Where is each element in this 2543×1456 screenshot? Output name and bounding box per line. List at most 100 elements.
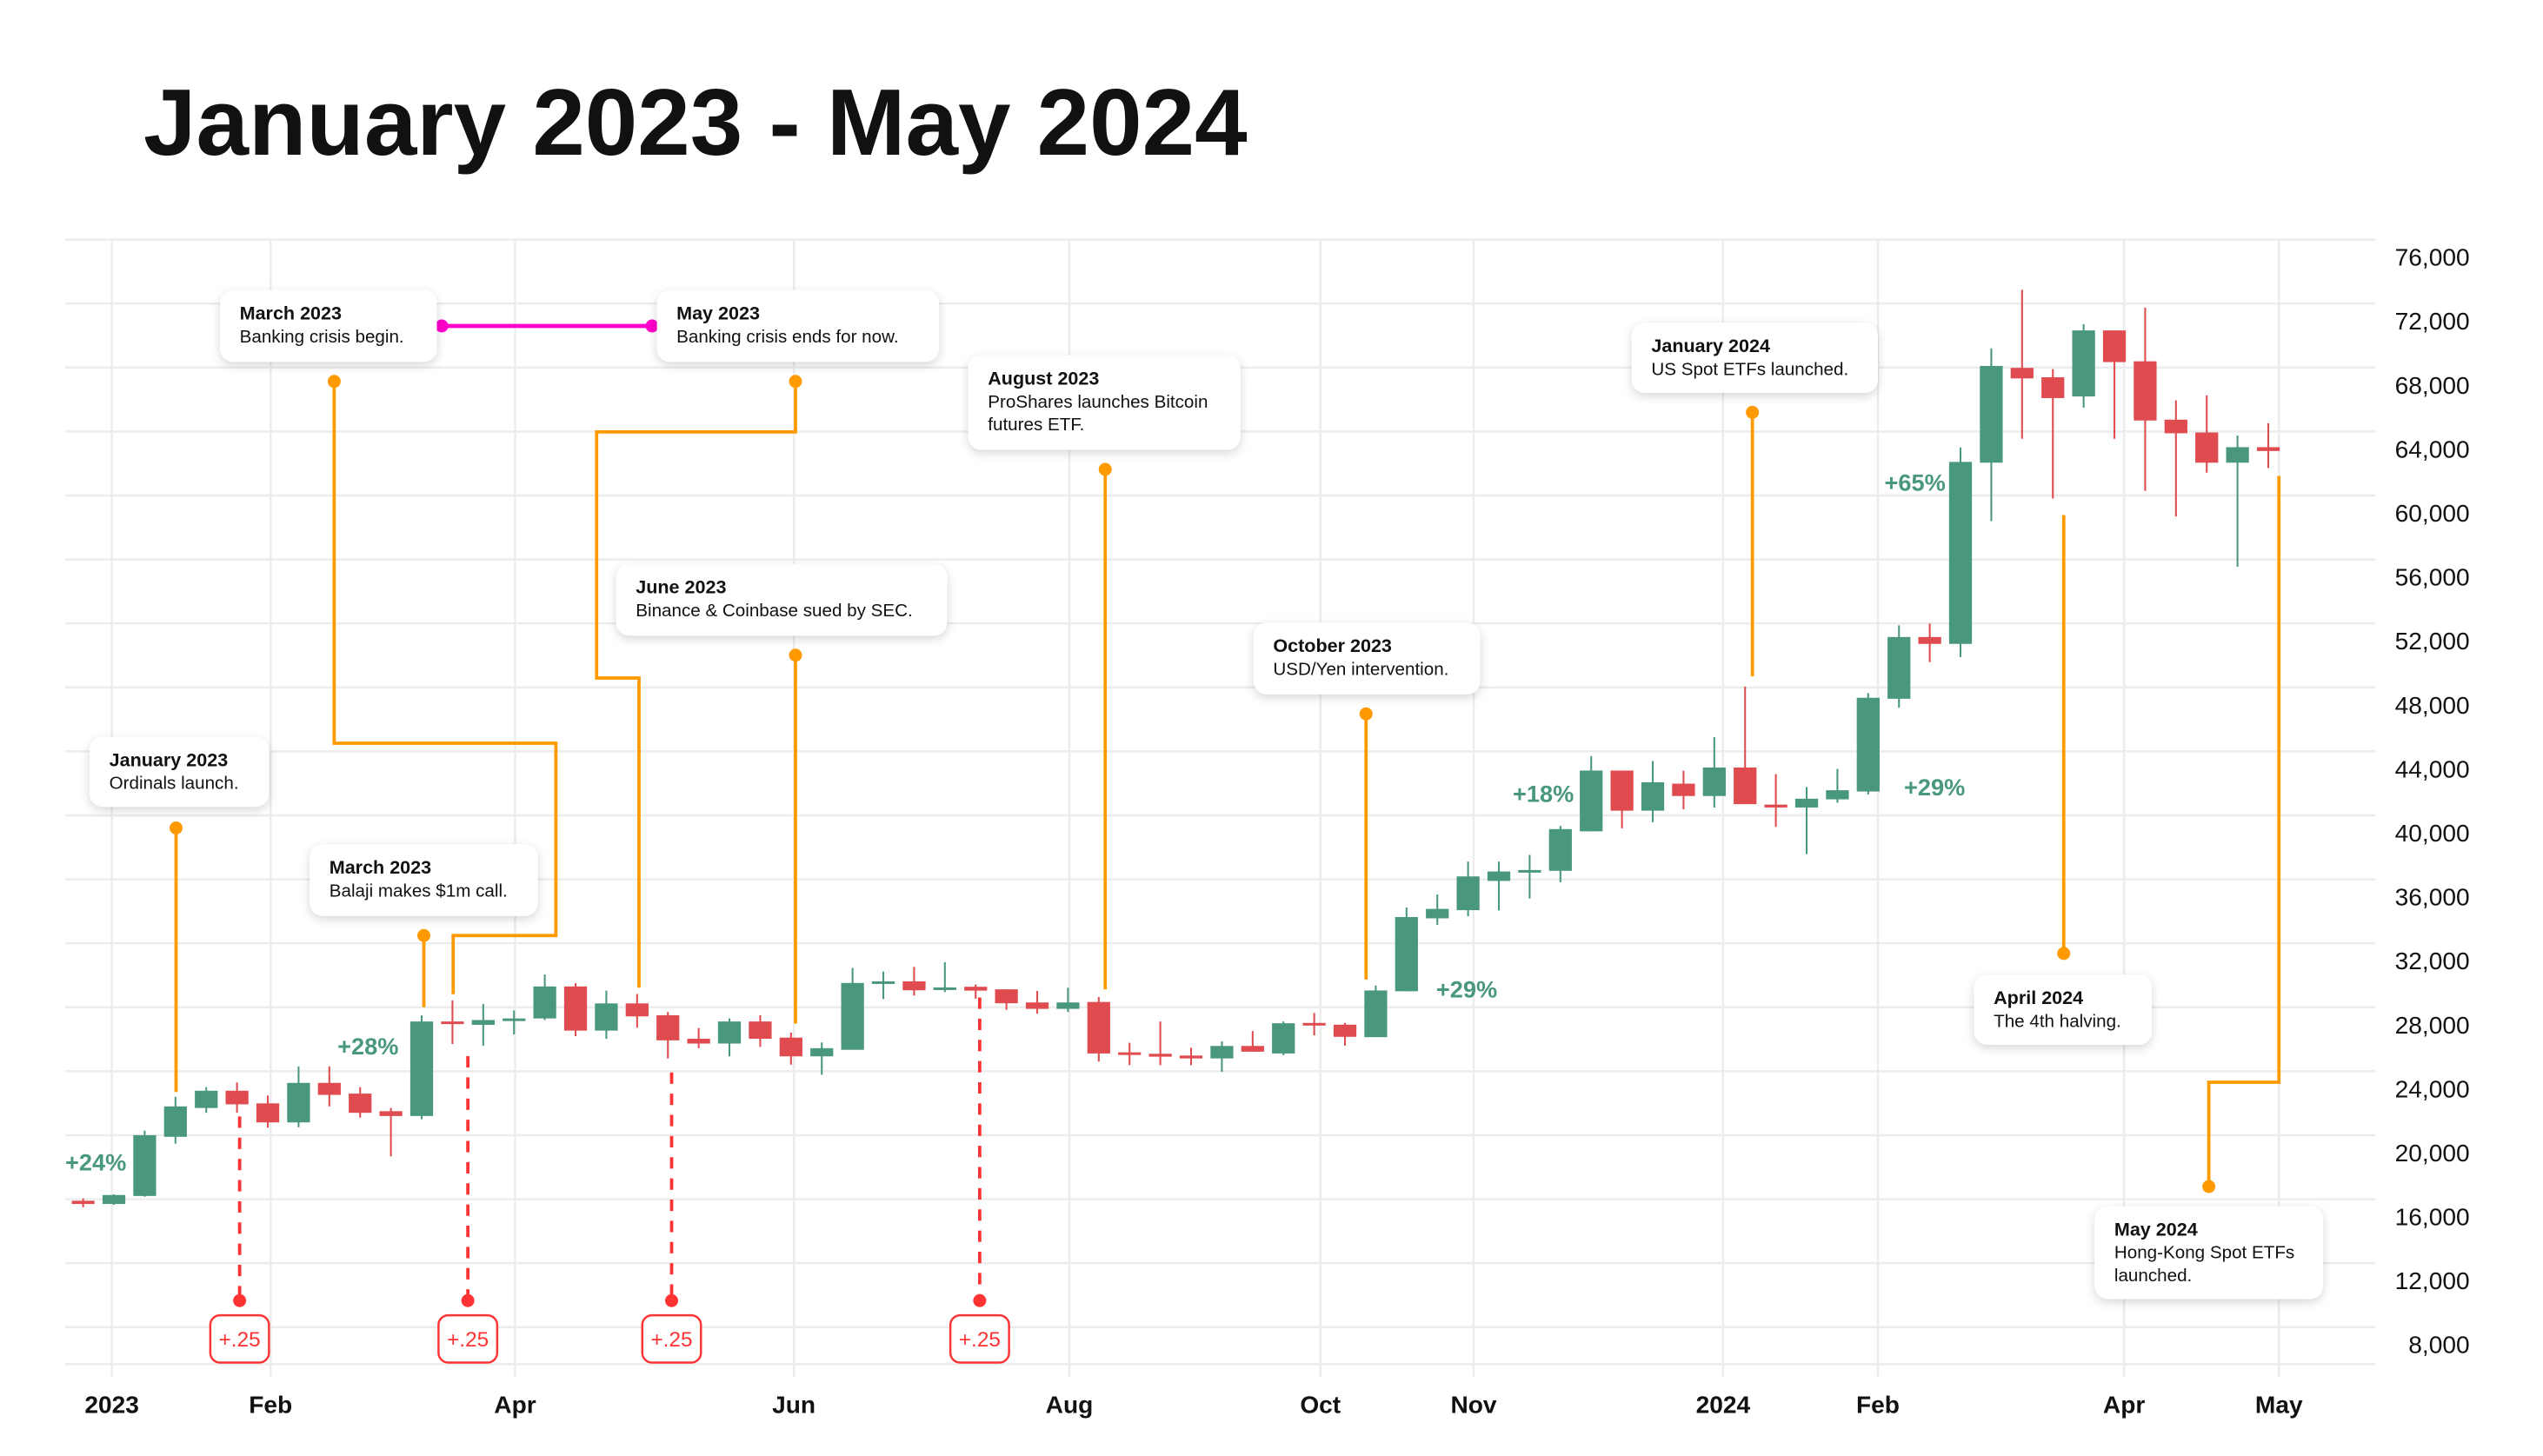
candle-down — [349, 1087, 372, 1118]
candle-body — [1948, 462, 1973, 644]
annotation-title: August 2023 — [988, 368, 1099, 389]
candle-body — [595, 1003, 618, 1031]
candle-down — [964, 984, 988, 1000]
candle-body — [256, 1103, 280, 1123]
percent-change-label: +18% — [1513, 781, 1574, 808]
x-tick-label: 2023 — [84, 1392, 139, 1419]
candle-body — [349, 1094, 372, 1114]
percent-change-label: +28% — [337, 1033, 398, 1060]
y-tick-label: 12,000 — [2395, 1267, 2470, 1294]
candle-body — [2102, 330, 2127, 362]
y-tick-label: 28,000 — [2395, 1012, 2470, 1039]
percent-labels: +24% +28% +18% +29% +65% +29% — [65, 469, 1965, 1175]
candle-down — [2102, 330, 2127, 439]
candle-body — [1179, 1055, 1203, 1059]
annotation-box: January 2024 US Spot ETFs launched. — [1631, 322, 1878, 393]
event-dot — [2202, 1180, 2216, 1193]
candle-up — [1364, 985, 1388, 1038]
annotation-box: June 2023 Binance & Coinbase sued by SEC. — [616, 563, 948, 636]
candle-up — [1487, 861, 1511, 911]
candle-body — [1487, 871, 1511, 881]
candle-body — [563, 986, 588, 1031]
candle-body — [533, 986, 556, 1019]
candle-up — [503, 1010, 526, 1035]
rate-hike-label: +.25 — [219, 1328, 261, 1352]
annotation-text: futures ETF. — [988, 415, 1084, 435]
percent-change-label: +29% — [1904, 774, 1965, 801]
candle-up — [1272, 1021, 1295, 1055]
crisis-end-dot — [645, 319, 659, 333]
event-dot — [170, 821, 183, 835]
candle-body — [1580, 770, 1603, 832]
y-tick-label: 16,000 — [2395, 1204, 2470, 1231]
rate-hike-label: +.25 — [959, 1328, 1001, 1352]
annotation-text: Ordinals launch. — [110, 774, 239, 794]
candle-body — [71, 1200, 95, 1205]
candle-up — [1702, 736, 1726, 808]
candle-up — [533, 974, 556, 1021]
y-tick-label: 44,000 — [2395, 755, 2470, 782]
x-tick-label: Oct — [1300, 1392, 1341, 1419]
candle-body — [2164, 419, 2187, 434]
candle-down — [1918, 623, 1941, 662]
candle-body — [503, 1018, 526, 1021]
candle-down — [995, 989, 1018, 1010]
y-tick-label: 60,000 — [2395, 500, 2470, 527]
y-tick-label: 32,000 — [2395, 947, 2470, 974]
rate-hike-dot — [461, 1293, 475, 1307]
y-tick-label: 40,000 — [2395, 820, 2470, 847]
candle-up — [595, 990, 618, 1039]
candle-down — [1672, 770, 1695, 809]
candle-down — [2164, 400, 2187, 517]
percent-change-label: +65% — [1885, 469, 1946, 495]
candle-down — [625, 994, 649, 1028]
event-dot — [1098, 462, 1112, 476]
candle-body — [1333, 1024, 1357, 1037]
candle-up — [871, 971, 895, 1000]
candle-body — [409, 1021, 434, 1116]
annotation-title: May 2024 — [2114, 1218, 2198, 1240]
candle-down — [1179, 1047, 1203, 1066]
candle-down — [1302, 1013, 1326, 1036]
event-dot — [327, 375, 341, 389]
candle-up — [471, 1004, 495, 1046]
candle-body — [779, 1037, 802, 1057]
y-axis: 76,000 72,000 68,000 64,000 60,000 56,000 52,0… — [2395, 244, 2470, 1359]
rate-hike-dot — [233, 1293, 247, 1307]
candle-body — [1918, 636, 1941, 644]
candle-up — [1980, 348, 2003, 522]
event-connectors — [170, 319, 2281, 1193]
event-dot — [417, 928, 430, 942]
candle-down — [71, 1198, 95, 1207]
candle-up — [1548, 826, 1572, 882]
candle-down — [2010, 289, 2034, 439]
annotation-text: USD/Yen intervention. — [1273, 659, 1448, 679]
candle-body — [471, 1020, 495, 1025]
annotation-background — [968, 355, 1241, 450]
candle-up — [1641, 761, 1665, 822]
x-tick-label: 2024 — [1696, 1392, 1751, 1419]
crisis-start-dot — [435, 319, 449, 333]
candle-down — [902, 967, 926, 996]
candle-body — [1794, 798, 1819, 808]
percent-change-label: +29% — [1436, 976, 1497, 1003]
candle-body — [687, 1038, 710, 1044]
candle-up — [1456, 861, 1480, 917]
candle-body — [195, 1090, 218, 1108]
candle-up — [2226, 435, 2249, 567]
event-dot — [1359, 707, 1373, 721]
candle-body — [1610, 770, 1634, 811]
candle-up — [841, 967, 864, 1050]
candle-body — [1826, 790, 1849, 800]
annotation-background — [656, 289, 939, 362]
x-tick-label: May — [2255, 1392, 2303, 1419]
candle-body — [717, 1021, 742, 1044]
candle-body — [1980, 365, 2003, 463]
candle-body — [2226, 447, 2249, 463]
candle-body — [1456, 876, 1480, 911]
annotation-title: May 2023 — [676, 303, 760, 324]
candle-body — [317, 1082, 341, 1095]
candle-body — [1148, 1054, 1172, 1057]
candle-body — [2256, 447, 2280, 451]
candle-down — [256, 1095, 280, 1128]
